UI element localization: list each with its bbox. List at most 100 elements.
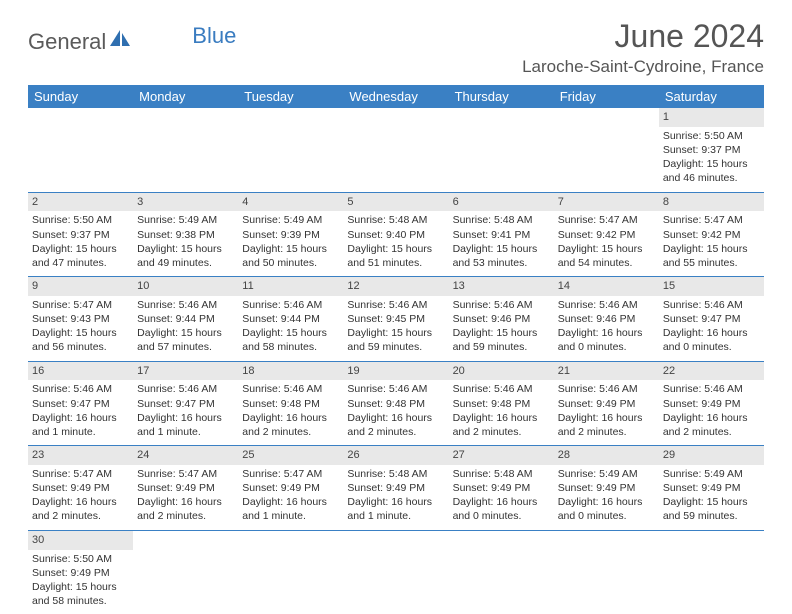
day-cell: 16Sunrise: 5:46 AMSunset: 9:47 PMDayligh… — [28, 361, 133, 446]
sunrise-text: Sunrise: 5:46 AM — [347, 298, 444, 312]
week-row: 23Sunrise: 5:47 AMSunset: 9:49 PMDayligh… — [28, 446, 764, 531]
day-number: 6 — [449, 193, 554, 212]
day-number: 8 — [659, 193, 764, 212]
daylight-text: Daylight: 16 hours and 1 minute. — [137, 411, 234, 439]
day-number: 18 — [238, 362, 343, 381]
daylight-text: Daylight: 16 hours and 1 minute. — [347, 495, 444, 523]
sail-icon — [108, 28, 134, 55]
daylight-text: Daylight: 16 hours and 2 minutes. — [242, 411, 339, 439]
day-number: 19 — [343, 362, 448, 381]
day-header-tuesday: Tuesday — [238, 85, 343, 108]
daylight-text: Daylight: 15 hours and 49 minutes. — [137, 242, 234, 270]
brand-part2: Blue — [192, 23, 236, 49]
day-cell: 19Sunrise: 5:46 AMSunset: 9:48 PMDayligh… — [343, 361, 448, 446]
sunset-text: Sunset: 9:38 PM — [137, 228, 234, 242]
day-number: 20 — [449, 362, 554, 381]
sunset-text: Sunset: 9:47 PM — [137, 397, 234, 411]
daylight-text: Daylight: 15 hours and 55 minutes. — [663, 242, 760, 270]
day-number: 16 — [28, 362, 133, 381]
daylight-text: Daylight: 16 hours and 2 minutes. — [137, 495, 234, 523]
sunset-text: Sunset: 9:44 PM — [242, 312, 339, 326]
day-cell: 29Sunrise: 5:49 AMSunset: 9:49 PMDayligh… — [659, 446, 764, 531]
day-cell: 21Sunrise: 5:46 AMSunset: 9:49 PMDayligh… — [554, 361, 659, 446]
day-cell: 11Sunrise: 5:46 AMSunset: 9:44 PMDayligh… — [238, 277, 343, 362]
day-number: 17 — [133, 362, 238, 381]
sunrise-text: Sunrise: 5:46 AM — [32, 382, 129, 396]
sunrise-text: Sunrise: 5:49 AM — [137, 213, 234, 227]
location-text: Laroche-Saint-Cydroine, France — [522, 57, 764, 77]
daylight-text: Daylight: 15 hours and 58 minutes. — [32, 580, 129, 608]
daylight-text: Daylight: 15 hours and 59 minutes. — [663, 495, 760, 523]
empty-cell — [133, 530, 238, 614]
daylight-text: Daylight: 16 hours and 1 minute. — [32, 411, 129, 439]
day-header-saturday: Saturday — [659, 85, 764, 108]
day-number: 4 — [238, 193, 343, 212]
week-row: 30Sunrise: 5:50 AMSunset: 9:49 PMDayligh… — [28, 530, 764, 614]
sunrise-text: Sunrise: 5:50 AM — [663, 129, 760, 143]
day-cell: 15Sunrise: 5:46 AMSunset: 9:47 PMDayligh… — [659, 277, 764, 362]
day-number: 9 — [28, 277, 133, 296]
day-number: 3 — [133, 193, 238, 212]
sunset-text: Sunset: 9:49 PM — [558, 481, 655, 495]
page-header: General Blue June 2024 Laroche-Saint-Cyd… — [28, 18, 764, 77]
sunset-text: Sunset: 9:49 PM — [453, 481, 550, 495]
day-cell: 6Sunrise: 5:48 AMSunset: 9:41 PMDaylight… — [449, 192, 554, 277]
daylight-text: Daylight: 16 hours and 0 minutes. — [558, 495, 655, 523]
sunrise-text: Sunrise: 5:49 AM — [663, 467, 760, 481]
day-number: 26 — [343, 446, 448, 465]
daylight-text: Daylight: 16 hours and 2 minutes. — [32, 495, 129, 523]
day-header-monday: Monday — [133, 85, 238, 108]
day-cell: 24Sunrise: 5:47 AMSunset: 9:49 PMDayligh… — [133, 446, 238, 531]
day-number: 23 — [28, 446, 133, 465]
day-cell: 12Sunrise: 5:46 AMSunset: 9:45 PMDayligh… — [343, 277, 448, 362]
day-header-row: SundayMondayTuesdayWednesdayThursdayFrid… — [28, 85, 764, 108]
day-cell: 4Sunrise: 5:49 AMSunset: 9:39 PMDaylight… — [238, 192, 343, 277]
empty-cell — [449, 530, 554, 614]
sunset-text: Sunset: 9:42 PM — [558, 228, 655, 242]
week-row: 16Sunrise: 5:46 AMSunset: 9:47 PMDayligh… — [28, 361, 764, 446]
sunset-text: Sunset: 9:48 PM — [347, 397, 444, 411]
sunrise-text: Sunrise: 5:48 AM — [453, 467, 550, 481]
sunrise-text: Sunrise: 5:46 AM — [558, 298, 655, 312]
week-row: 2Sunrise: 5:50 AMSunset: 9:37 PMDaylight… — [28, 192, 764, 277]
sunrise-text: Sunrise: 5:46 AM — [242, 382, 339, 396]
sunset-text: Sunset: 9:43 PM — [32, 312, 129, 326]
brand-part1: General — [28, 29, 106, 55]
day-header-friday: Friday — [554, 85, 659, 108]
sunset-text: Sunset: 9:49 PM — [32, 481, 129, 495]
sunrise-text: Sunrise: 5:46 AM — [663, 382, 760, 396]
sunset-text: Sunset: 9:42 PM — [663, 228, 760, 242]
empty-cell — [554, 108, 659, 192]
day-number: 22 — [659, 362, 764, 381]
day-cell: 30Sunrise: 5:50 AMSunset: 9:49 PMDayligh… — [28, 530, 133, 614]
day-cell: 22Sunrise: 5:46 AMSunset: 9:49 PMDayligh… — [659, 361, 764, 446]
day-number: 1 — [659, 108, 764, 127]
day-number: 24 — [133, 446, 238, 465]
day-cell: 25Sunrise: 5:47 AMSunset: 9:49 PMDayligh… — [238, 446, 343, 531]
day-number: 14 — [554, 277, 659, 296]
sunrise-text: Sunrise: 5:48 AM — [347, 213, 444, 227]
sunrise-text: Sunrise: 5:46 AM — [453, 382, 550, 396]
day-header-thursday: Thursday — [449, 85, 554, 108]
sunrise-text: Sunrise: 5:49 AM — [242, 213, 339, 227]
empty-cell — [238, 108, 343, 192]
empty-cell — [133, 108, 238, 192]
daylight-text: Daylight: 16 hours and 2 minutes. — [558, 411, 655, 439]
day-cell: 14Sunrise: 5:46 AMSunset: 9:46 PMDayligh… — [554, 277, 659, 362]
daylight-text: Daylight: 16 hours and 0 minutes. — [663, 326, 760, 354]
sunset-text: Sunset: 9:45 PM — [347, 312, 444, 326]
sunset-text: Sunset: 9:48 PM — [242, 397, 339, 411]
sunrise-text: Sunrise: 5:46 AM — [558, 382, 655, 396]
sunset-text: Sunset: 9:37 PM — [663, 143, 760, 157]
day-number: 2 — [28, 193, 133, 212]
sunrise-text: Sunrise: 5:50 AM — [32, 213, 129, 227]
sunrise-text: Sunrise: 5:48 AM — [453, 213, 550, 227]
sunrise-text: Sunrise: 5:47 AM — [558, 213, 655, 227]
day-number: 25 — [238, 446, 343, 465]
week-row: 9Sunrise: 5:47 AMSunset: 9:43 PMDaylight… — [28, 277, 764, 362]
day-number: 5 — [343, 193, 448, 212]
sunset-text: Sunset: 9:49 PM — [32, 566, 129, 580]
daylight-text: Daylight: 15 hours and 57 minutes. — [137, 326, 234, 354]
day-cell: 28Sunrise: 5:49 AMSunset: 9:49 PMDayligh… — [554, 446, 659, 531]
daylight-text: Daylight: 15 hours and 53 minutes. — [453, 242, 550, 270]
